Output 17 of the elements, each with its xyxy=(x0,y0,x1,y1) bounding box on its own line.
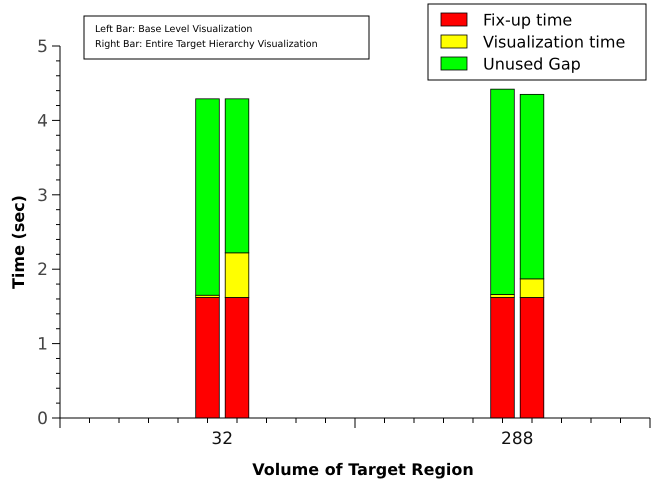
x-tick-label: 32 xyxy=(211,429,234,449)
annotation: Right Bar: Entire Target Hierarchy Visualization xyxy=(95,39,318,50)
legend-label: Visualization time xyxy=(483,32,626,52)
legend-label: Fix-up time xyxy=(483,10,572,30)
bar xyxy=(195,98,220,296)
x-tick-label: 288 xyxy=(501,429,534,449)
legend-label: Unused Gap xyxy=(483,54,581,74)
y-tick-label: 3 xyxy=(37,186,48,206)
y-axis-title: Time (sec) xyxy=(9,195,28,289)
y-tick-label: 0 xyxy=(37,408,48,429)
y-tick-label: 2 xyxy=(37,260,48,280)
bar xyxy=(490,88,515,295)
y-tick-label: 1 xyxy=(37,334,48,355)
x-axis-title: Volume of Target Region xyxy=(252,460,474,479)
y-tick-label: 4 xyxy=(37,111,48,132)
y-tick-label: 5 xyxy=(37,36,48,57)
note-box: Left Bar: Base Level Visualization Right Bar: Entire Target Hierarchy Visualization xyxy=(84,16,370,60)
